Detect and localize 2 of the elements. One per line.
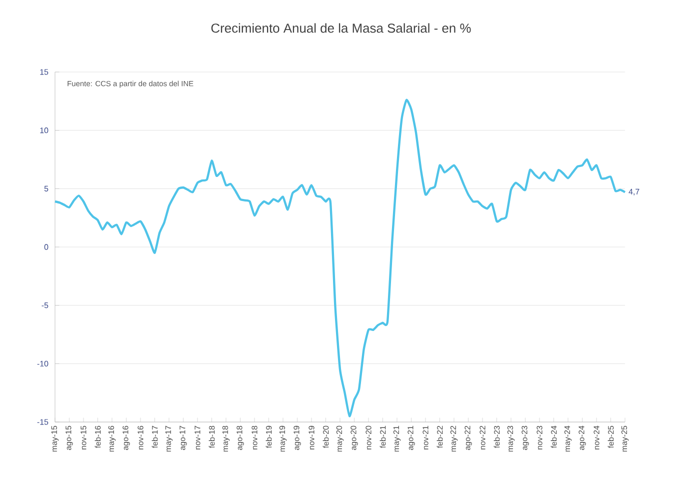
- chart-title: Crecimiento Anual de la Masa Salarial - en %: [211, 23, 471, 33]
- line-series: [54, 98, 626, 418]
